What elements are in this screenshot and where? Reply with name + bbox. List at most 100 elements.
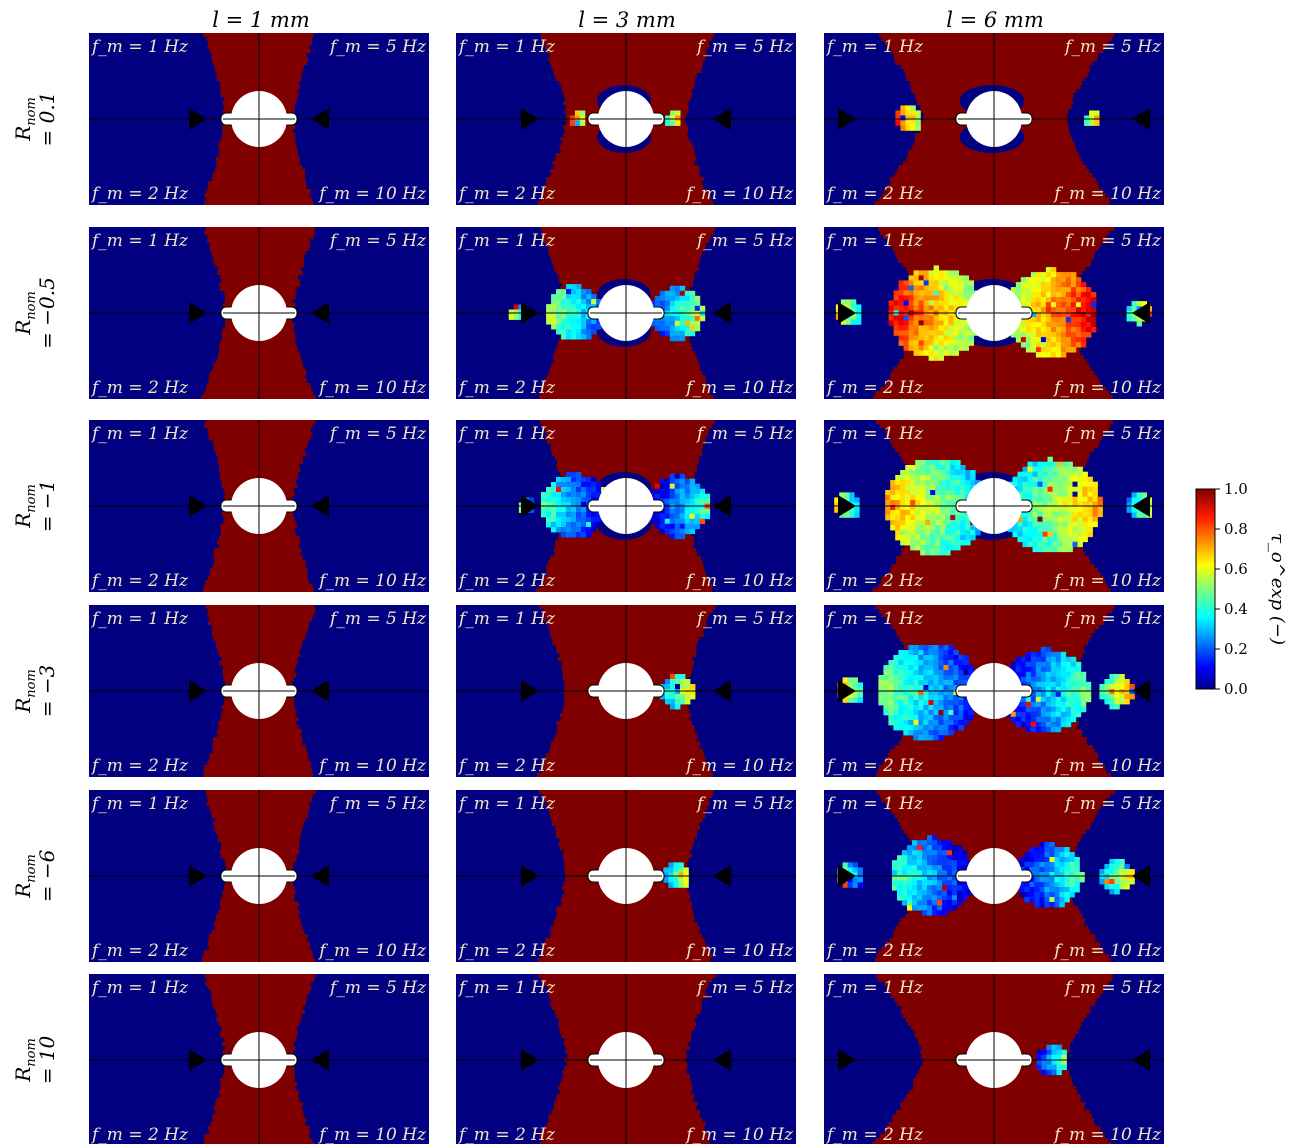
crack-tip-marker-right	[1132, 865, 1150, 887]
row-label-value: = 10	[35, 1035, 59, 1084]
quadrant-label-bottom-right: f_m = 10 Hz	[317, 571, 427, 591]
crack-tip-marker-right	[713, 302, 731, 324]
quadrant-label-bottom-right: f_m = 10 Hz	[317, 756, 427, 776]
quadrant-label-bottom-right: f_m = 10 Hz	[317, 184, 427, 204]
colorbar-ticks: 0.0 0.2 0.4 0.6 0.8 1.0	[1215, 480, 1248, 698]
panel-grid: f_m = 1 Hz f_m = 5 Hz f_m = 2 Hz f_m = 10 H…	[89, 33, 1164, 1144]
crack-tip-marker-left	[838, 680, 856, 702]
crack-tip-marker-left	[189, 108, 207, 130]
quadrant-label-bottom-left: f_m = 2 Hz	[90, 571, 189, 591]
row-label-4: Rnom= −3	[11, 665, 59, 718]
row-label-5: Rnom= −6	[11, 849, 59, 902]
panel-r2-c1: f_m = 1 Hz f_m = 5 Hz f_m = 2 Hz f_m = 10 H…	[89, 227, 429, 399]
crack-tip-marker-left	[838, 108, 856, 130]
quadrant-label-top-right: f_m = 5 Hz	[328, 609, 427, 629]
row-label-6: Rnom= 10	[11, 1035, 59, 1084]
row-label-1: Rnom= 0.1	[11, 92, 59, 147]
crack-tip-marker-right	[713, 680, 731, 702]
panel-r6-c3: f_m = 1 Hz f_m = 5 Hz f_m = 2 Hz f_m = 10 H…	[824, 974, 1164, 1144]
quadrant-label-top-left: f_m = 1 Hz	[825, 231, 924, 251]
quadrant-label-bottom-left: f_m = 2 Hz	[90, 378, 189, 398]
field-lobe	[1036, 1044, 1067, 1076]
quadrant-label-top-right: f_m = 5 Hz	[695, 609, 794, 629]
crack-tip-marker-left	[521, 495, 539, 517]
field-lobe	[895, 105, 921, 131]
crack-tip-marker-right	[311, 108, 329, 130]
quadrant-label-bottom-right: f_m = 10 Hz	[684, 941, 794, 961]
crack-tip-marker-left	[838, 1049, 856, 1071]
crack-tip-marker-left	[189, 302, 207, 324]
quadrant-label-top-left: f_m = 1 Hz	[825, 424, 924, 444]
quadrant-label-bottom-left: f_m = 2 Hz	[457, 378, 556, 398]
panel-r6-c2: f_m = 1 Hz f_m = 5 Hz f_m = 2 Hz f_m = 10 H…	[456, 974, 796, 1144]
panel-r2-c3: f_m = 1 Hz f_m = 5 Hz f_m = 2 Hz f_m = 10 H…	[824, 227, 1164, 399]
column-titles: l = 1 mm l = 3 mm l = 6 mm	[212, 8, 1044, 32]
colorbar-tick-label: 0.2	[1224, 640, 1248, 658]
panel-r4-c3: f_m = 1 Hz f_m = 5 Hz f_m = 2 Hz f_m = 10 H…	[824, 605, 1164, 777]
panel-r5-c1: f_m = 1 Hz f_m = 5 Hz f_m = 2 Hz f_m = 10 H…	[89, 790, 429, 962]
quadrant-label-top-left: f_m = 1 Hz	[457, 231, 556, 251]
field-lobe	[892, 835, 973, 916]
row-label-symbol: Rnom	[11, 669, 39, 714]
quadrant-label-bottom-left: f_m = 2 Hz	[90, 184, 189, 204]
crack-tip-marker-right	[1132, 302, 1150, 324]
quadrant-label-bottom-left: f_m = 2 Hz	[90, 1125, 189, 1144]
row-label-value: = −0.5	[35, 277, 59, 349]
crack-tip-marker-right	[311, 495, 329, 517]
colorbar-tick-label: 0.0	[1224, 680, 1248, 698]
field-lobe	[1084, 110, 1100, 126]
quadrant-label-top-right: f_m = 5 Hz	[328, 37, 427, 57]
quadrant-label-top-left: f_m = 1 Hz	[90, 609, 189, 629]
colorbar: 0.0 0.2 0.4 0.6 0.8 1.0 τ_o^exp (−)	[1195, 480, 1288, 698]
quadrant-label-top-left: f_m = 1 Hz	[90, 37, 189, 57]
quadrant-label-top-left: f_m = 1 Hz	[457, 37, 556, 57]
crack-tip-marker-left	[521, 1049, 539, 1071]
crack-tip-marker-right	[713, 495, 731, 517]
quadrant-label-top-left: f_m = 1 Hz	[90, 231, 189, 251]
quadrant-label-bottom-right: f_m = 10 Hz	[1052, 941, 1162, 961]
panel-r3-c2: f_m = 1 Hz f_m = 5 Hz f_m = 2 Hz f_m = 10 H…	[456, 420, 796, 592]
quadrant-label-top-right: f_m = 5 Hz	[328, 424, 427, 444]
quadrant-label-bottom-left: f_m = 2 Hz	[825, 378, 924, 398]
colorbar-tick-label: 0.6	[1224, 560, 1248, 578]
field-lobe	[660, 674, 696, 710]
quadrant-label-bottom-right: f_m = 10 Hz	[317, 941, 427, 961]
quadrant-label-bottom-left: f_m = 2 Hz	[90, 941, 189, 961]
quadrant-label-bottom-right: f_m = 10 Hz	[1052, 1125, 1162, 1144]
quadrant-label-bottom-right: f_m = 10 Hz	[684, 756, 794, 776]
crack-tip-marker-left	[521, 680, 539, 702]
quadrant-label-bottom-left: f_m = 2 Hz	[457, 756, 556, 776]
field-lobe	[878, 645, 979, 741]
quadrant-label-bottom-left: f_m = 2 Hz	[90, 756, 189, 776]
quadrant-label-top-right: f_m = 5 Hz	[695, 424, 794, 444]
row-label-2: Rnom= −0.5	[11, 277, 59, 349]
crack-tip-marker-right	[311, 680, 329, 702]
quadrant-label-bottom-right: f_m = 10 Hz	[317, 378, 427, 398]
row-label-symbol: Rnom	[11, 1038, 39, 1083]
quadrant-label-top-left: f_m = 1 Hz	[90, 978, 189, 998]
crack-tip-marker-left	[189, 1049, 207, 1071]
quadrant-label-bottom-right: f_m = 10 Hz	[1052, 571, 1162, 591]
row-label-symbol: Rnom	[11, 97, 39, 142]
quadrant-label-top-right: f_m = 5 Hz	[695, 231, 794, 251]
colorbar-label: τ_o^exp (−)	[1267, 533, 1288, 645]
field-lobe	[1099, 859, 1135, 895]
quadrant-label-bottom-right: f_m = 10 Hz	[684, 378, 794, 398]
quadrant-label-top-right: f_m = 5 Hz	[1063, 424, 1162, 444]
crack-tip-marker-left	[521, 865, 539, 887]
crack-tip-marker-right	[311, 1049, 329, 1071]
panel-r4-c1: f_m = 1 Hz f_m = 5 Hz f_m = 2 Hz f_m = 10 H…	[89, 605, 429, 777]
crack-tip-marker-right	[713, 1049, 731, 1071]
quadrant-label-top-right: f_m = 5 Hz	[1063, 37, 1162, 57]
panel-r5-c3: f_m = 1 Hz f_m = 5 Hz f_m = 2 Hz f_m = 10 H…	[824, 790, 1164, 962]
quadrant-label-bottom-right: f_m = 10 Hz	[684, 571, 794, 591]
quadrant-label-bottom-left: f_m = 2 Hz	[825, 184, 924, 204]
row-label-value: = −1	[35, 480, 59, 533]
quadrant-label-top-right: f_m = 5 Hz	[328, 231, 427, 251]
quadrant-label-bottom-right: f_m = 10 Hz	[1052, 756, 1162, 776]
panel-r4-c2: f_m = 1 Hz f_m = 5 Hz f_m = 2 Hz f_m = 10 H…	[456, 605, 796, 777]
quadrant-label-bottom-left: f_m = 2 Hz	[825, 571, 924, 591]
row-label-3: Rnom= −1	[11, 480, 59, 533]
